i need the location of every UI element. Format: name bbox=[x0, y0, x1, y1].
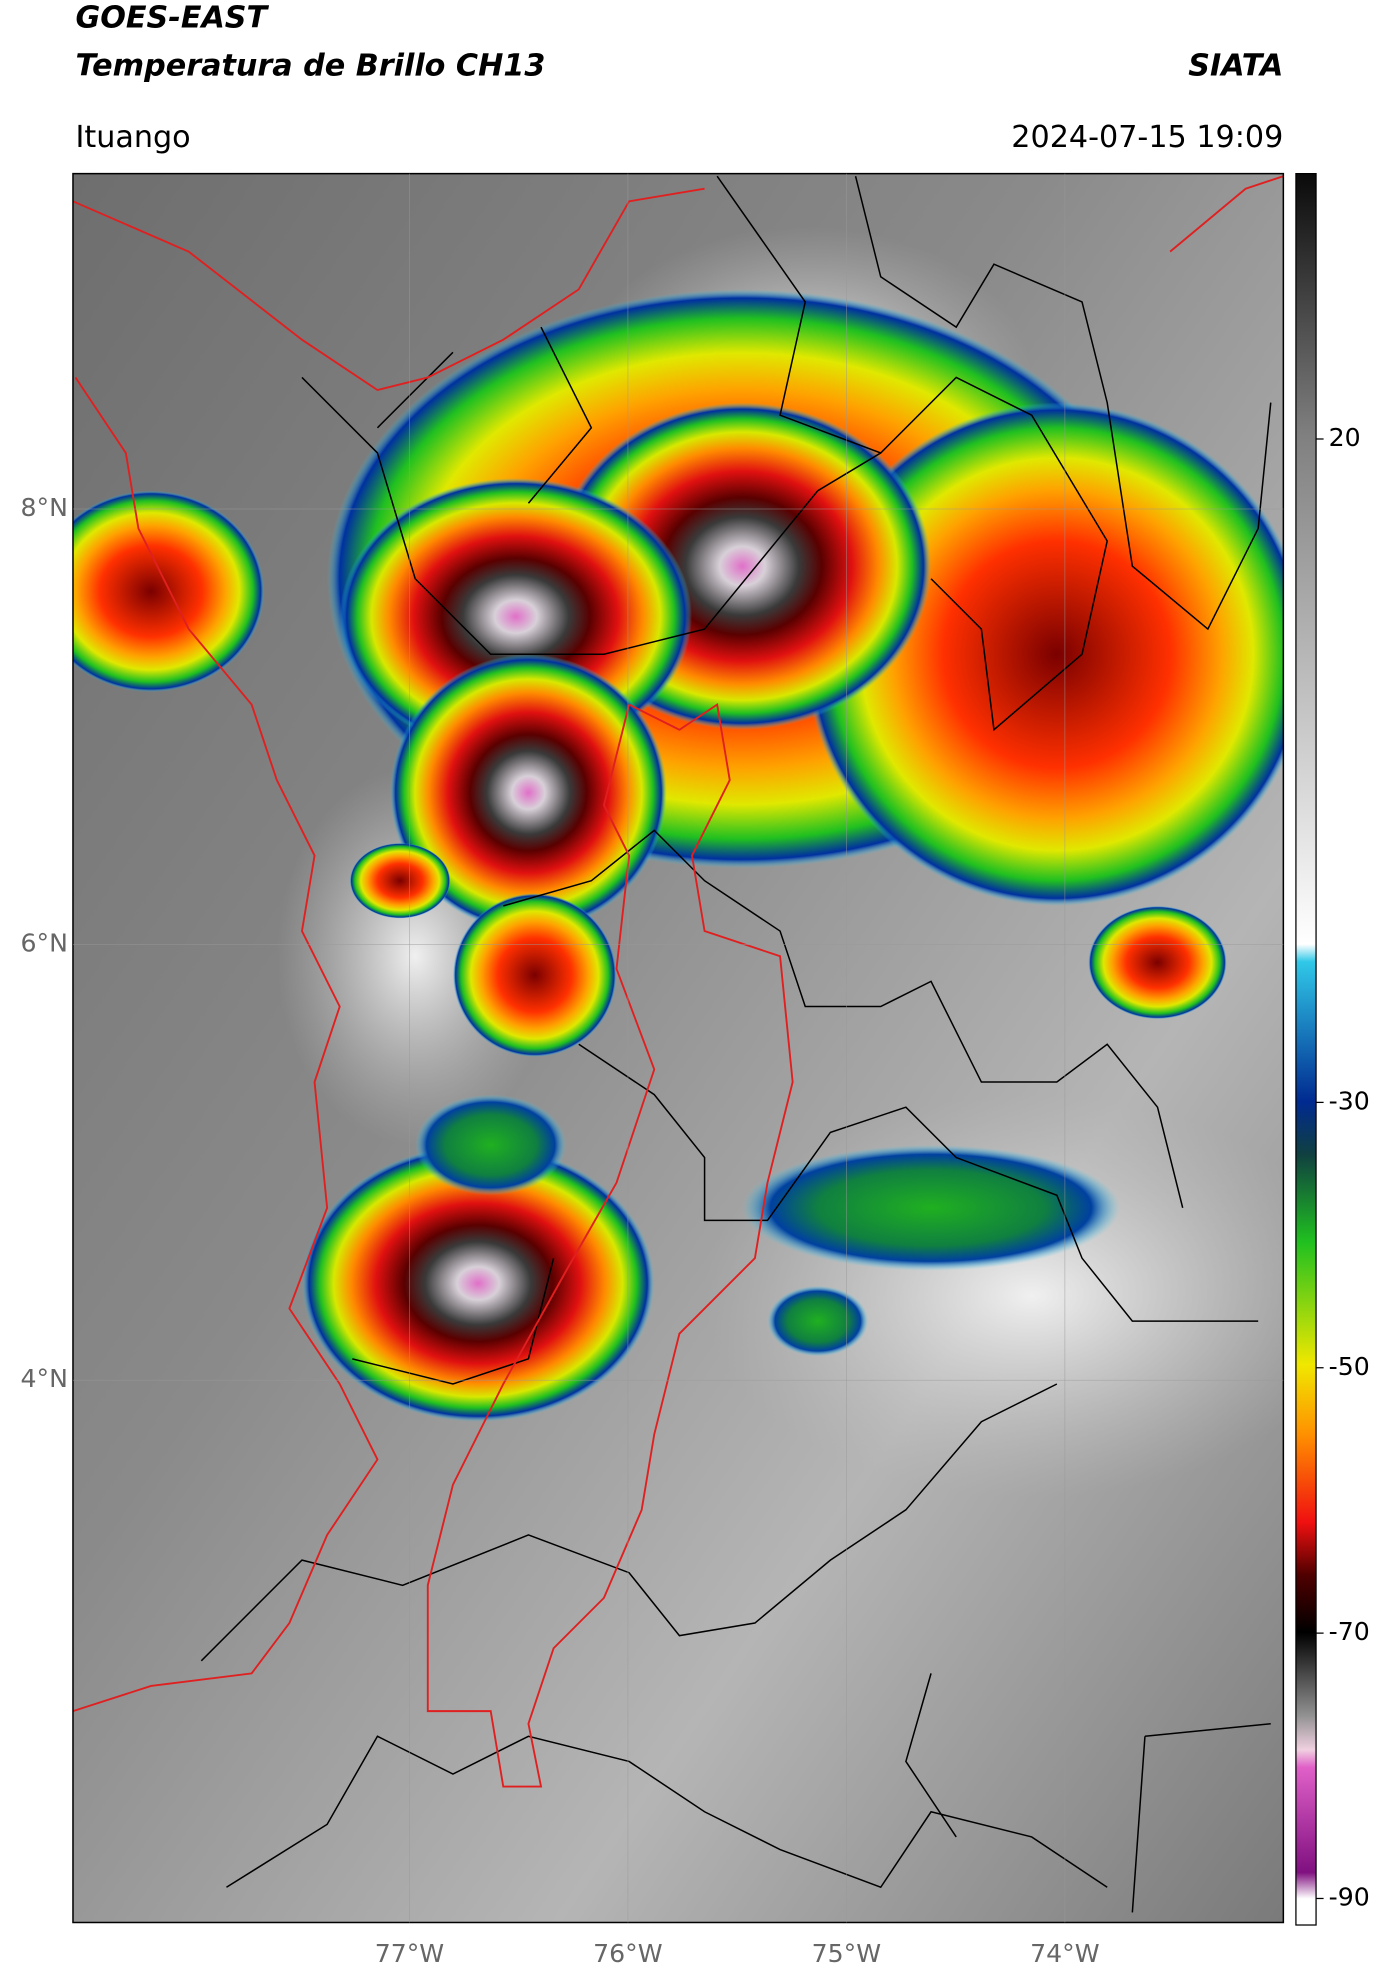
map-frame bbox=[72, 172, 1285, 1924]
lon-tick-label: 76°W bbox=[593, 1939, 663, 1968]
colorbar-tick-label: -50 bbox=[1329, 1352, 1370, 1381]
satellite-title: GOES-EAST bbox=[75, 1, 269, 36]
product-title: Temperatura de Brillo CH13 bbox=[75, 48, 545, 83]
colorbar bbox=[1295, 172, 1317, 1926]
datetime-label: 2024-07-15 19:09 bbox=[1011, 120, 1283, 155]
lon-tick-label: 75°W bbox=[812, 1939, 882, 1968]
source-label: SIATA bbox=[1188, 48, 1283, 83]
lon-tick-label: 77°W bbox=[375, 1939, 445, 1968]
colorbar-tick-label: -30 bbox=[1329, 1086, 1370, 1115]
lat-tick-label: 6°N bbox=[21, 929, 68, 958]
region-label: Ituango bbox=[75, 120, 190, 155]
lat-tick-label: 4°N bbox=[21, 1364, 68, 1393]
lon-tick-label: 74°W bbox=[1030, 1939, 1100, 1968]
satellite-image bbox=[72, 173, 1284, 1923]
axes: 8°N 6°N 4°N 77°W 76°W 75°W 74°W 20 -30 -50 -70 -90 bbox=[21, 173, 1370, 1968]
lat-tick-label: 8°N bbox=[21, 493, 68, 522]
colorbar-tick-label: -70 bbox=[1329, 1617, 1370, 1646]
colorbar-tick-label: 20 bbox=[1329, 423, 1361, 452]
colorbar-tick-label: -90 bbox=[1329, 1882, 1370, 1911]
